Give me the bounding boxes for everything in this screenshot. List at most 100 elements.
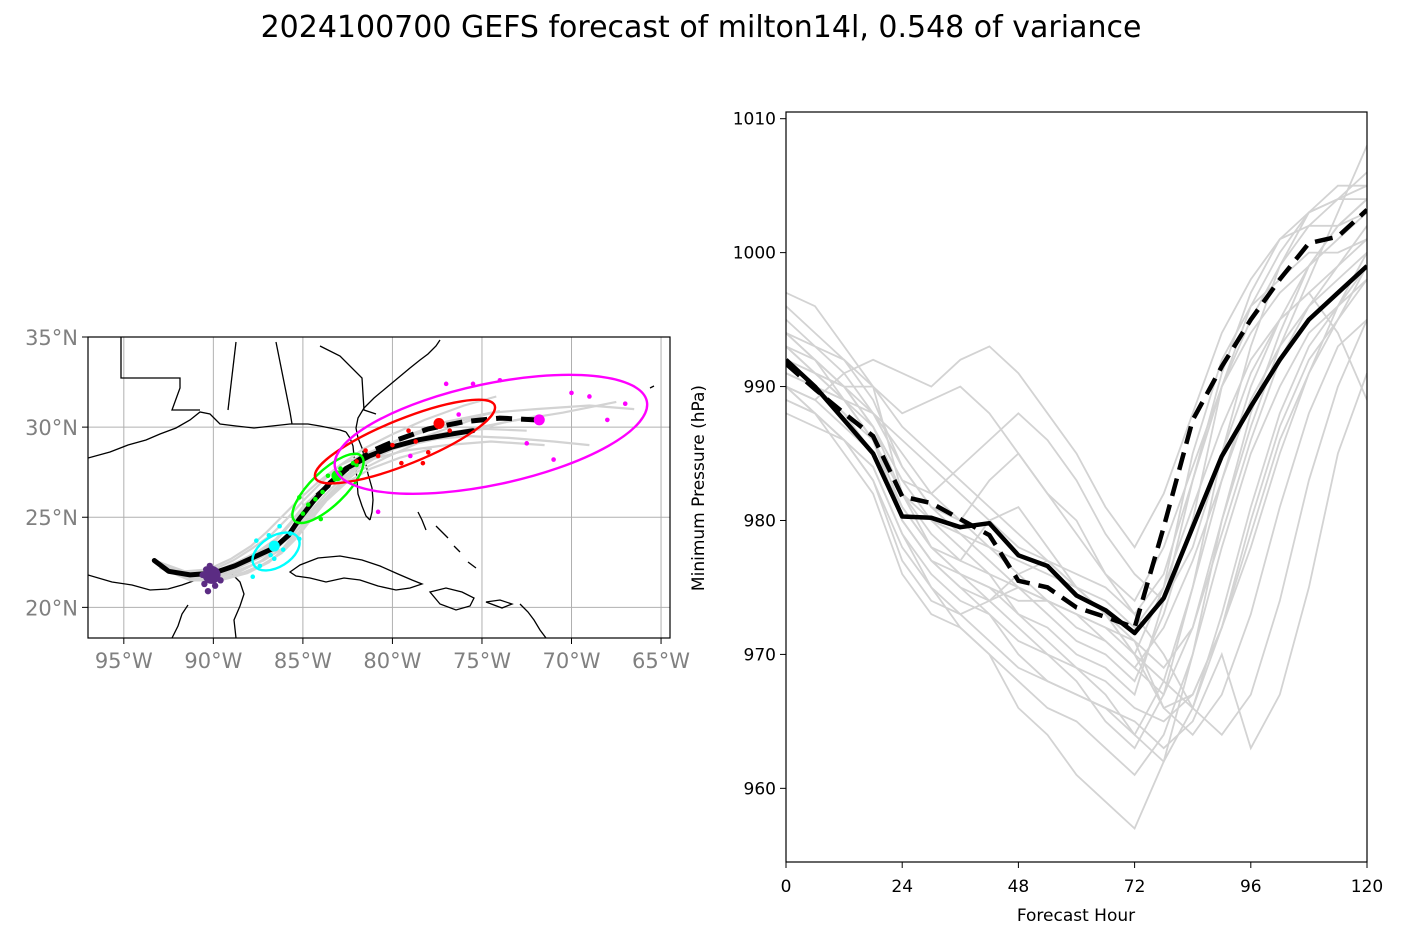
ensemble-point-h96 — [456, 412, 461, 417]
ensemble-point-h24 — [271, 556, 277, 561]
ensemble-point-h48 — [318, 516, 324, 522]
map-x-tick-label: 80°W — [363, 649, 421, 673]
ensemble-point-h72 — [447, 428, 453, 434]
puerto-rico-coast — [485, 599, 514, 609]
ensemble-point-h24 — [280, 547, 286, 552]
pressure-member-line — [786, 319, 1367, 737]
ensemble-point-h48 — [305, 502, 311, 507]
pressure-member-line — [786, 291, 1367, 603]
ensemble-point-h96 — [587, 394, 592, 399]
mean-point-h48 — [331, 470, 343, 482]
pressure-y-tick-label: 1010 — [733, 110, 776, 130]
ensemble-point-h24 — [254, 538, 259, 543]
bermuda — [649, 385, 655, 389]
ensemble-point-h72 — [399, 460, 404, 466]
ensemble-point-h72 — [390, 442, 395, 448]
cuba-coast — [288, 555, 424, 591]
ensemble-point-h48 — [338, 466, 343, 471]
ensemble-point-h72 — [425, 450, 431, 455]
pressure-member-line — [786, 198, 1367, 831]
mean-track-solid — [151, 428, 476, 578]
ensemble-point-h72 — [413, 439, 419, 444]
pressure-y-tick-label: 990 — [744, 378, 776, 398]
bahamas-2 — [435, 525, 449, 539]
map-y-tick-label: 35°N — [25, 326, 78, 350]
ensemble-point-h72 — [375, 453, 381, 459]
ensemble-point-h96 — [622, 401, 628, 406]
ensemble-point-h96 — [470, 381, 476, 387]
bahamas-4 — [467, 561, 477, 569]
pressure-y-tick-label: 960 — [744, 779, 776, 799]
pressure-x-tick-label: 72 — [1124, 877, 1146, 897]
pressure-x-tick-label: 96 — [1240, 877, 1262, 897]
mean-point-h72 — [433, 418, 445, 430]
map-coastlines — [88, 337, 655, 638]
ellipse-h96 — [333, 373, 649, 495]
ensemble-point-initial — [201, 580, 208, 588]
us-state-border-1 — [120, 337, 200, 411]
ensemble-point-h72 — [354, 459, 359, 464]
ensemble-point-h96 — [524, 441, 530, 446]
ensemble-track — [159, 395, 497, 575]
ensemble-point-initial — [204, 587, 212, 595]
us-state-border-4 — [319, 345, 377, 415]
mean-point-h96 — [533, 414, 545, 426]
ensemble-point-h96 — [408, 453, 413, 459]
florida-east-coast — [355, 339, 441, 521]
mean-point-initial — [202, 565, 221, 584]
ensemble-point-h24 — [257, 563, 263, 569]
map-x-tick-label: 85°W — [274, 649, 332, 673]
figure-title: 2024100700 GEFS forecast of milton14l, 0… — [260, 10, 1142, 45]
ensemble-point-h72 — [363, 448, 368, 453]
ensemble-point-h48 — [320, 489, 325, 495]
pressure-ensemble-lines — [786, 145, 1367, 831]
lesser-antilles — [519, 603, 547, 638]
ensemble-point-h72 — [420, 460, 426, 466]
track-map-panel: 95°W 90°W 85°W 80°W 75°W 70°W 65°W 20°N 25°N 30°N… — [25, 326, 690, 673]
ensemble-tracks — [159, 395, 635, 582]
ensemble-point-h72 — [406, 428, 411, 434]
map-tick-labels: 95°W 90°W 85°W 80°W 75°W 70°W 65°W 20°N 25°N 30°N… — [25, 326, 690, 673]
map-gridlines — [88, 336, 670, 638]
ensemble-point-h48 — [354, 462, 359, 468]
pressure-member-line — [786, 171, 1367, 616]
map-x-tick-label: 95°W — [95, 649, 153, 673]
position-points — [199, 377, 628, 595]
pressure-member-line — [786, 145, 1367, 697]
ensemble-point-h24 — [250, 574, 256, 580]
y-axis-label: Minimum Pressure (hPa) — [689, 385, 709, 591]
pressure-member-line — [786, 278, 1367, 777]
pressure-member-line — [786, 211, 1367, 603]
pressure-panel: 0 24 48 72 96 120 960 970 980 990 1000 1010 Forecas… — [689, 110, 1383, 926]
pressure-member-line — [786, 184, 1367, 549]
map-frame — [87, 336, 671, 639]
map-x-tick-label: 90°W — [184, 649, 242, 673]
ensemble-point-h96 — [605, 417, 610, 423]
map-x-tick-label: 70°W — [543, 649, 601, 673]
map-y-tick-label: 30°N — [25, 416, 78, 440]
map-x-tick-label: 75°W — [453, 649, 511, 673]
ensemble-point-h96 — [569, 390, 574, 396]
ensemble-point-h24 — [268, 552, 273, 558]
ensemble-point-h48 — [325, 473, 331, 479]
mexico-lower-coast — [171, 604, 189, 638]
ensemble-point-h24 — [277, 523, 282, 529]
bahamas-3 — [453, 545, 461, 553]
uncertainty-ellipses — [251, 373, 649, 572]
map-y-tick-label: 25°N — [25, 506, 78, 530]
pressure-member-line — [786, 225, 1367, 670]
ensemble-point-h48 — [313, 496, 318, 502]
x-axis-label: Forecast Hour — [1017, 906, 1135, 926]
pressure-y-tick-label: 980 — [744, 511, 776, 531]
gulf-coast-line — [88, 411, 347, 459]
map-y-tick-label: 20°N — [25, 596, 78, 620]
ensemble-point-h96 — [551, 457, 556, 462]
mean-point-h24 — [268, 540, 280, 552]
us-state-border-2 — [227, 341, 237, 411]
bahamas-1 — [417, 511, 427, 531]
pressure-mean-solid — [786, 264, 1367, 636]
ensemble-point-initial — [211, 582, 219, 589]
pressure-x-tick-label: 48 — [1008, 877, 1030, 897]
pressure-y-tick-label: 970 — [744, 645, 776, 665]
